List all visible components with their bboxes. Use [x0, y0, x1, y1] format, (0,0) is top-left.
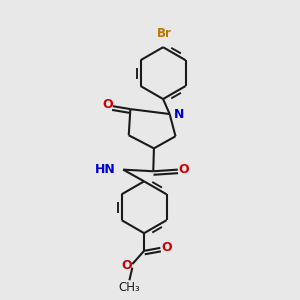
Text: N: N	[174, 107, 184, 121]
Text: HN: HN	[95, 163, 116, 176]
Text: O: O	[161, 242, 172, 254]
Text: O: O	[121, 259, 132, 272]
Text: O: O	[102, 98, 113, 111]
Text: CH₃: CH₃	[118, 281, 140, 294]
Text: Br: Br	[157, 27, 172, 40]
Text: O: O	[178, 163, 189, 176]
